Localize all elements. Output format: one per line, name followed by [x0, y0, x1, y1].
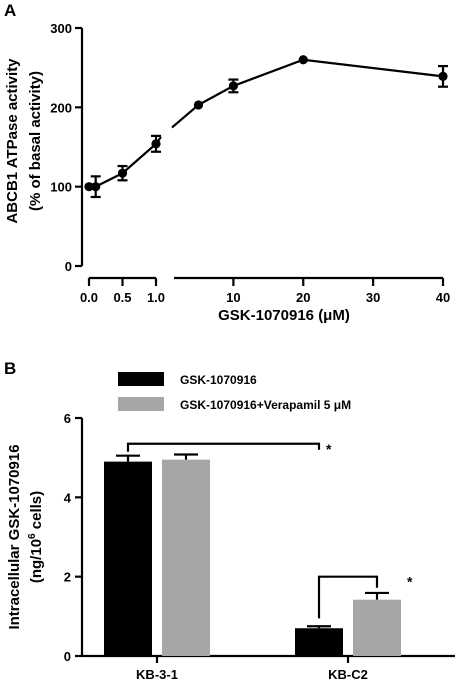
panel-a-data-point — [228, 81, 238, 91]
panel-a-x-tick-label: 40 — [436, 290, 450, 305]
significance-star: * — [326, 441, 332, 457]
panel-b-bar — [295, 628, 343, 656]
panel-a-x-axis-label: GSK-1070916 (μM) — [218, 307, 350, 324]
panel-b-y-tick-label: 0 — [64, 649, 71, 664]
panel-a-x-tick-label: 0.5 — [113, 290, 131, 305]
panel-a-data-point — [84, 182, 94, 192]
panel-b-y-tick-label: 2 — [64, 570, 71, 585]
panel-a-y-axis-label: ABCB1 ATPase activity (% of basal activi… — [4, 58, 44, 224]
panel-b-annotations: ** — [126, 441, 413, 619]
significance-bracket — [317, 575, 379, 619]
panel-a-x-tick-label: 30 — [366, 290, 380, 305]
panel-a: A ABCB1 ATPase activity (% of basal acti… — [4, 1, 450, 324]
panel-b-error-bar — [174, 453, 198, 460]
panel-b-legend: GSK-1070916 GSK-1070916+Verapamil 5 μM — [118, 372, 351, 412]
panel-a-data-point — [438, 71, 448, 81]
panel-b-tick-labels: 0 2 4 6 KB-3-1 KB-C2 — [64, 411, 368, 682]
panel-b-error-bar — [307, 625, 331, 629]
panel-a-y-tick-label: 100 — [50, 180, 72, 195]
panel-a-series-line — [171, 58, 444, 129]
panel-b-y-tick-label: 4 — [64, 490, 72, 505]
panel-a-series-line — [89, 136, 162, 188]
panel-a-data-point — [193, 100, 204, 110]
panel-b-bar — [104, 461, 152, 656]
panel-a-x-tick-label: 20 — [296, 290, 310, 305]
panel-b-error-bar — [365, 591, 389, 600]
panel-b-y-label-line-2: (ng/106 cells) — [27, 491, 45, 583]
panel-a-label: A — [4, 1, 16, 20]
panel-a-data-point — [151, 139, 161, 149]
panel-a-y-label-line-2: (% of basal activity) — [27, 71, 44, 211]
panel-a-y-label-line-1: ABCB1 ATPase activity — [4, 58, 21, 224]
panel-a-y-tick-label: 300 — [50, 21, 72, 36]
panel-a-axes — [75, 26, 445, 286]
panel-b-y-label-line-1: Intracellular GSK-1070916 — [6, 444, 23, 629]
panel-a-x-tick-label: 0.0 — [80, 290, 98, 305]
panel-b-marks — [104, 453, 401, 656]
panel-a-y-tick-label: 0 — [65, 259, 72, 274]
panel-b-y-tick-label: 6 — [64, 411, 71, 426]
panel-a-data-point — [117, 168, 128, 178]
panel-b-y-axis-label: Intracellular GSK-1070916 (ng/106 cells) — [6, 444, 45, 629]
panel-b-x-tick-label: KB-3-1 — [136, 667, 178, 682]
panel-b-bar — [353, 599, 401, 656]
panel-a-x-tick-label: 1.0 — [147, 290, 165, 305]
panel-b-y-label-unit-start: (ng/10 — [28, 539, 45, 583]
legend-swatch-gsk-verapamil — [118, 397, 164, 411]
legend-label-gsk: GSK-1070916 — [180, 373, 257, 387]
panel-b-label: B — [4, 359, 16, 378]
panel-a-data-point — [298, 55, 308, 65]
panel-a-x-tick-label: 10 — [226, 290, 240, 305]
panel-a-marks — [84, 55, 448, 199]
significance-bracket — [126, 442, 321, 452]
significance-star: * — [407, 574, 413, 590]
panel-a-y-tick-label: 200 — [50, 100, 72, 115]
panel-b-y-label-unit-end: cells) — [28, 491, 45, 534]
legend-swatch-gsk — [118, 372, 164, 386]
panel-b-y-label-superscript: 6 — [27, 533, 38, 539]
panel-b-x-tick-label: KB-C2 — [328, 667, 368, 682]
panel-a-tick-labels: 0 100 200 300 0.0 0.5 1.0 10 20 30 40 — [50, 21, 450, 305]
panel-a-data-point — [91, 182, 101, 192]
legend-label-gsk-verapamil: GSK-1070916+Verapamil 5 μM — [180, 398, 351, 412]
panel-b: B GSK-1070916 GSK-1070916+Verapamil 5 μM… — [4, 359, 455, 682]
panel-b-error-bar — [116, 454, 140, 462]
panel-b-bar — [162, 459, 210, 656]
